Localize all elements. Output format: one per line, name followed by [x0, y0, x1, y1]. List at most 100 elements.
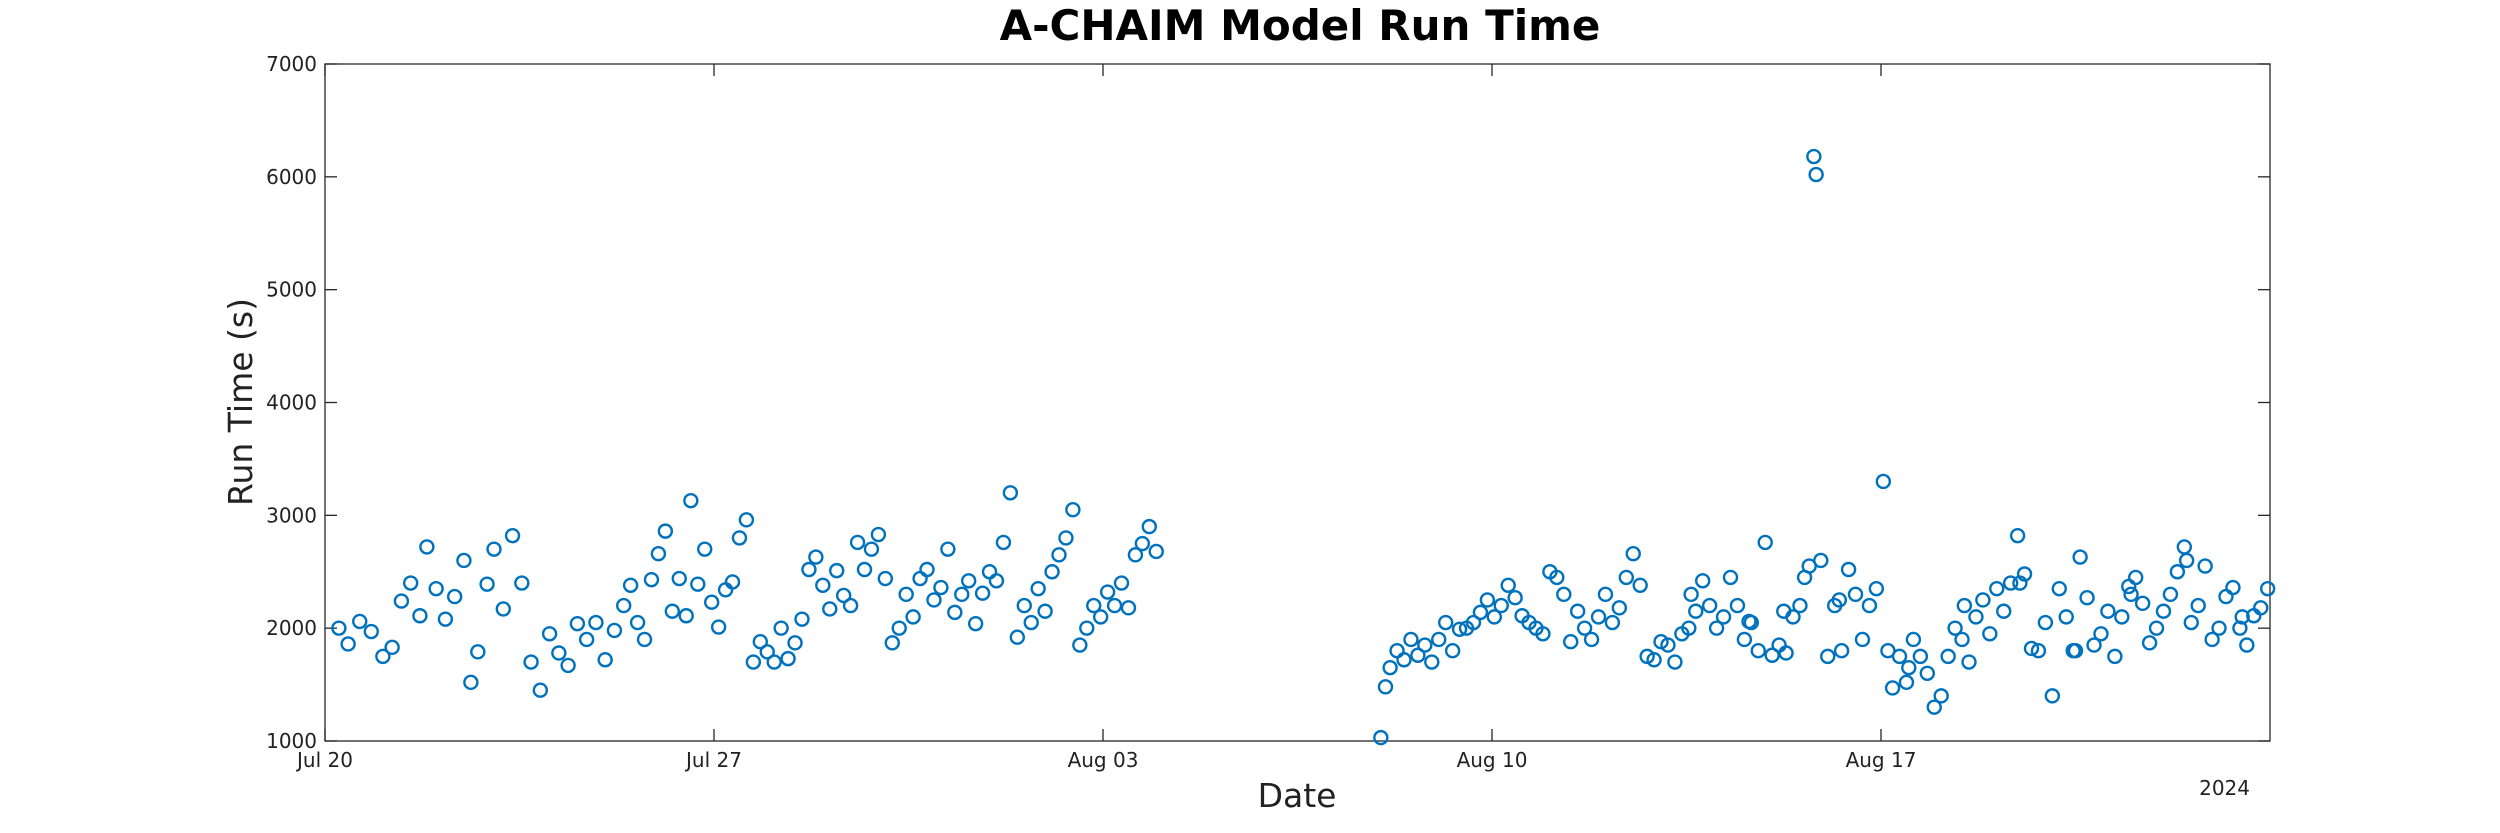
data-point	[1479, 592, 1496, 608]
data-point	[2218, 588, 2234, 605]
data-point	[1701, 597, 1718, 614]
data-point	[1632, 577, 1648, 593]
data-point	[1604, 614, 1621, 631]
data-point	[412, 608, 428, 624]
data-point	[340, 636, 356, 652]
data-point	[1875, 473, 1892, 490]
data-point	[954, 586, 970, 603]
data-point	[1583, 631, 1600, 648]
data-point	[1051, 547, 1067, 563]
data-point	[419, 539, 435, 555]
data-point	[1919, 665, 1936, 681]
data-point	[988, 573, 1005, 589]
data-point	[1820, 648, 1836, 665]
data-point	[1127, 547, 1144, 563]
data-point	[898, 586, 914, 603]
data-point	[2204, 631, 2220, 648]
data-point	[940, 541, 956, 557]
x-axis: Jul 20 Jul 27 Aug 03 Aug 10 Aug 17	[295, 64, 1916, 772]
data-point	[697, 541, 713, 557]
data-point	[1831, 592, 1848, 608]
data-point	[650, 545, 667, 562]
data-point	[815, 577, 831, 593]
data-point	[384, 639, 400, 656]
data-point	[1058, 530, 1074, 546]
data-point	[1625, 545, 1641, 562]
data-point	[2030, 643, 2047, 659]
data-point	[2141, 635, 2158, 651]
data-point	[1708, 620, 1725, 636]
data-point	[1778, 645, 1794, 661]
data-point	[1764, 647, 1780, 663]
data-point	[1868, 580, 1885, 597]
x-tick-label: Aug 17	[1846, 748, 1917, 772]
data-point	[1437, 614, 1454, 631]
data-point	[2123, 586, 2139, 603]
data-point	[1556, 586, 1572, 603]
data-point	[1736, 631, 1753, 648]
data-point	[1472, 604, 1489, 621]
x-tick-label: Jul 20	[295, 748, 353, 772]
data-point	[1113, 575, 1130, 591]
data-point	[1382, 659, 1398, 676]
data-point	[1954, 631, 1970, 648]
data-point	[495, 601, 511, 617]
data-point	[486, 541, 502, 557]
data-point	[363, 623, 380, 640]
data-point	[2148, 620, 2165, 636]
data-point	[1079, 620, 1095, 636]
data-point	[967, 615, 984, 632]
data-point	[1044, 564, 1060, 580]
data-point	[569, 615, 586, 632]
data-point	[1417, 637, 1433, 653]
data-point	[1106, 597, 1123, 614]
data-point	[523, 654, 539, 670]
data-point	[1854, 631, 1871, 648]
data-point	[1618, 569, 1634, 586]
data-point	[829, 562, 845, 579]
data-point	[2169, 564, 2186, 580]
data-point	[1833, 643, 1850, 659]
data-point	[919, 561, 935, 578]
data-point	[615, 597, 632, 614]
data-point	[794, 611, 810, 627]
data-point	[1507, 590, 1523, 606]
data-point	[1840, 561, 1857, 578]
data-point	[470, 644, 486, 660]
data-point	[437, 611, 454, 627]
data-point	[1989, 580, 2005, 597]
data-point	[1667, 654, 1683, 670]
data-point	[2239, 637, 2255, 653]
data-point	[1940, 648, 1956, 665]
data-point	[1072, 637, 1088, 653]
data-point	[2079, 590, 2095, 606]
data-point	[1396, 652, 1412, 668]
data-point	[1683, 586, 1699, 603]
data-point	[1813, 552, 1829, 569]
data-series	[331, 148, 2276, 746]
data-point	[1535, 626, 1551, 642]
data-point	[1148, 543, 1164, 560]
data-point	[2100, 603, 2116, 619]
data-point	[1431, 631, 1447, 648]
data-point	[2044, 688, 2061, 704]
data-point	[1741, 613, 1757, 630]
data-point	[588, 614, 604, 631]
data-point	[597, 652, 613, 668]
data-point	[1389, 643, 1405, 659]
data-point	[629, 614, 646, 631]
data-point	[560, 657, 576, 674]
data-point	[1373, 729, 1389, 746]
y-axis-label: Run Time (s)	[221, 298, 260, 506]
data-point	[1688, 603, 1704, 619]
data-point	[1715, 609, 1732, 625]
data-point	[961, 573, 977, 589]
data-point	[1486, 609, 1503, 625]
chart-title: A-CHAIM Model Run Time	[1000, 1, 1601, 50]
data-point	[801, 561, 817, 578]
data-point	[933, 579, 949, 596]
data-point	[1065, 501, 1081, 518]
data-point	[1576, 620, 1593, 636]
data-point	[808, 549, 824, 565]
data-point	[1933, 688, 1949, 704]
